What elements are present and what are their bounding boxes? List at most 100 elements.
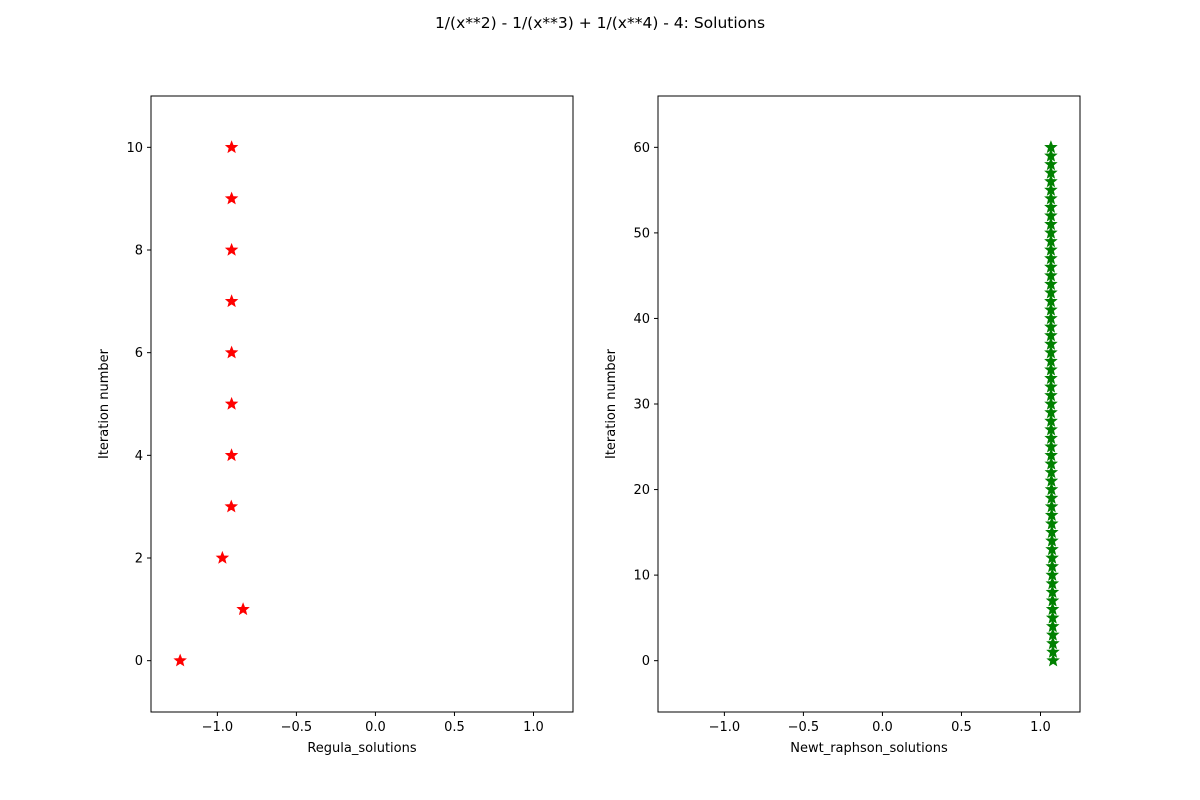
newt-raphson-data-point — [1044, 354, 1058, 367]
regula-ytick-label: 8 — [135, 244, 143, 259]
newt-raphson-data-point — [1044, 174, 1058, 188]
newt-raphson-data-point — [1045, 593, 1060, 607]
regula-data-point — [224, 242, 239, 256]
regula-xtick-label: 0.5 — [444, 720, 465, 735]
newt-raphson-data-point — [1044, 499, 1059, 513]
newt-raphson-data-point — [1044, 242, 1058, 256]
newt-raphson-data-point — [1044, 191, 1058, 205]
newt-raphson-axes-frame — [657, 95, 1081, 713]
regula-data-point — [224, 396, 239, 410]
newt-raphson-data-point — [1044, 405, 1058, 419]
newt-raphson-data-point — [1046, 653, 1060, 667]
newt-raphson-ytick-label: 50 — [633, 226, 650, 241]
newt-raphson-ytick-label: 60 — [633, 141, 650, 156]
figure-suptitle: 1/(x**2) - 1/(x**3) + 1/(x**4) - 4: Solu… — [435, 14, 765, 32]
regula-xtick-label: 0.0 — [365, 720, 386, 735]
regula-data-point — [224, 294, 239, 308]
newt-raphson-data-point — [1044, 183, 1058, 196]
newt-raphson-data-point — [1044, 285, 1058, 299]
newt-raphson-data-point — [1044, 165, 1058, 179]
newt-raphson-data-point — [1044, 431, 1058, 444]
newt-raphson-data-point — [1045, 576, 1060, 590]
newt-raphson-data-point — [1046, 645, 1060, 658]
regula-ytick-label: 0 — [135, 654, 143, 669]
newt-raphson-data-point — [1046, 627, 1060, 641]
newt-raphson-xtick-label: −1.0 — [709, 720, 741, 735]
newt-raphson-data-point — [1044, 157, 1058, 171]
newt-raphson-data-point — [1044, 414, 1058, 427]
newt-raphson-data-point — [1044, 508, 1059, 521]
newt-raphson-data-point — [1044, 491, 1059, 504]
newt-raphson-data-point — [1044, 379, 1058, 393]
regula-data-point — [173, 653, 187, 667]
newt-raphson-data-point — [1044, 319, 1058, 333]
regula-data-point — [224, 191, 239, 205]
newt-raphson-data-point — [1044, 294, 1058, 308]
regula-xtick-label: −0.5 — [281, 720, 313, 735]
regula-ytick-label: 4 — [135, 449, 143, 464]
newt-raphson-data-point — [1044, 473, 1059, 487]
newt-raphson-data-point — [1044, 208, 1058, 222]
newt-raphson-data-point — [1044, 396, 1058, 410]
regula-xtick-label: 1.0 — [523, 720, 544, 735]
newt-raphson-data-point — [1045, 525, 1059, 539]
regula-data-point — [224, 499, 239, 513]
newt-raphson-xtick-label: 1.0 — [1030, 720, 1051, 735]
newt-raphson-data-point — [1045, 619, 1060, 633]
newt-raphson-data-point — [1044, 234, 1058, 248]
newt-raphson-data-point — [1044, 465, 1059, 479]
newt-raphson-data-point — [1044, 251, 1058, 265]
regula-xlabel: Regula_solutions — [307, 741, 416, 756]
newt-raphson-data-point — [1045, 585, 1060, 598]
newt-raphson-data-point — [1044, 311, 1058, 325]
newt-raphson-data-point — [1045, 602, 1060, 616]
newt-raphson-data-point — [1044, 268, 1058, 282]
regula-ytick-label: 6 — [135, 346, 143, 361]
newt-raphson-data-point — [1044, 388, 1058, 402]
newt-raphson-data-point — [1044, 456, 1058, 470]
newt-raphson-ytick-label: 0 — [642, 654, 650, 669]
newt-raphson-data-point — [1044, 217, 1058, 231]
newt-raphson-data-point — [1044, 328, 1058, 342]
newt-raphson-data-point — [1044, 448, 1058, 462]
newt-raphson-data-point — [1044, 200, 1058, 213]
regula-ytick-label: 10 — [126, 141, 143, 156]
newt-raphson-points — [1044, 140, 1060, 667]
newt-raphson-xtick-label: 0.0 — [872, 720, 893, 735]
newt-raphson-data-point — [1044, 439, 1058, 453]
newt-raphson-data-point — [1044, 140, 1058, 154]
axes-regula: −1.0 −0.5 0.0 0.5 1.0 0 2 4 6 8 10 Regula_solutions… — [97, 95, 574, 756]
newt-raphson-ytick-label: 20 — [633, 483, 650, 498]
newt-raphson-ytick-label: 30 — [633, 398, 650, 413]
regula-data-point — [224, 448, 239, 462]
axes-newt-raphson: −1.0 −0.5 0.0 0.5 1.0 0 10 20 30 40 50 60 Newt_raphs… — [604, 95, 1081, 756]
newt-raphson-data-point — [1045, 516, 1059, 530]
newt-raphson-data-point — [1044, 302, 1058, 316]
newt-raphson-data-point — [1045, 550, 1059, 564]
newt-raphson-data-point — [1044, 362, 1058, 376]
newt-raphson-ytick-label: 40 — [633, 312, 650, 327]
newt-raphson-ylabel: Iteration number — [604, 348, 619, 459]
newt-raphson-data-point — [1044, 148, 1058, 162]
newt-raphson-data-point — [1045, 533, 1059, 547]
newt-raphson-data-point — [1045, 610, 1060, 624]
newt-raphson-data-point — [1044, 260, 1058, 273]
regula-ylabel: Iteration number — [97, 348, 112, 459]
newt-raphson-data-point — [1044, 422, 1058, 436]
regula-data-point — [224, 345, 239, 359]
newt-raphson-xtick-label: 0.5 — [951, 720, 972, 735]
regula-xtick-label: −1.0 — [202, 720, 234, 735]
newt-raphson-data-point — [1044, 482, 1059, 496]
regula-ytick-label: 2 — [135, 552, 143, 567]
newt-raphson-data-point — [1044, 277, 1058, 290]
newt-raphson-ytick-label: 10 — [633, 569, 650, 584]
regula-data-point — [224, 140, 239, 154]
regula-data-point — [215, 550, 230, 564]
newt-raphson-xtick-label: −0.5 — [788, 720, 820, 735]
newt-raphson-data-point — [1044, 225, 1058, 239]
newt-raphson-data-point — [1045, 542, 1059, 556]
newt-raphson-xlabel: Newt_raphson_solutions — [790, 741, 948, 756]
newt-raphson-data-point — [1045, 568, 1060, 581]
